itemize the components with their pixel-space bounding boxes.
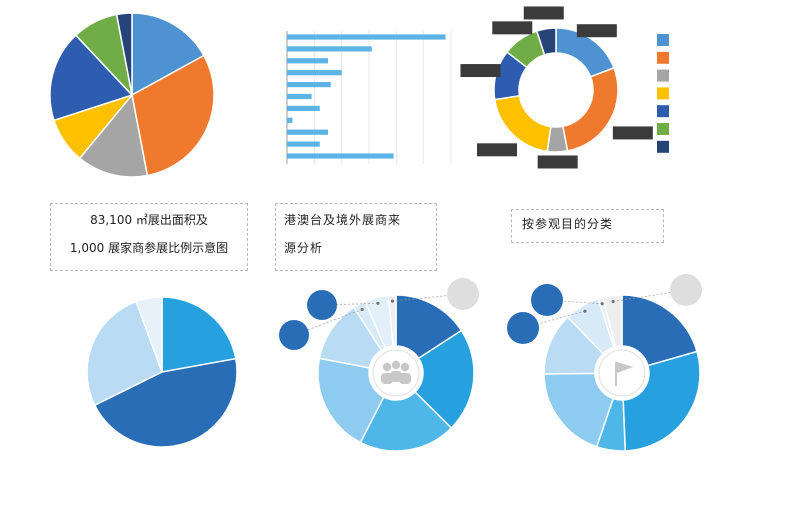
callout-bubble <box>447 278 479 310</box>
callout-bubble <box>531 284 563 316</box>
callout-dot <box>390 299 395 303</box>
repeat-pie-slice <box>161 296 237 373</box>
callout-bubble <box>670 274 702 306</box>
legend-swatch <box>657 34 669 46</box>
bar <box>287 82 331 88</box>
purpose-label-box <box>477 143 518 157</box>
visit-donut-slice <box>622 350 701 452</box>
legend-swatch <box>657 123 669 135</box>
purpose-label-box <box>576 24 617 38</box>
origin-caption-line2: 源分析 <box>284 241 324 255</box>
area-pie-slice <box>78 93 149 178</box>
purpose-label-box <box>460 64 501 78</box>
purpose-donut-slice <box>493 94 552 153</box>
area-pie-slice <box>115 12 133 96</box>
bar <box>287 129 328 135</box>
repeat-pie-slice <box>86 300 163 407</box>
purpose-caption-box: 按参观目的分类 <box>511 209 664 243</box>
job-function-donut-chart <box>279 278 479 452</box>
bar <box>287 93 312 100</box>
bar <box>287 153 394 159</box>
callout-bubble <box>279 320 309 350</box>
area-caption-line2: 1,000 展家商参展比例示意图 <box>69 241 229 255</box>
callout-dot <box>600 302 604 306</box>
visit-purpose-donut-chart <box>507 274 702 452</box>
callout-bubble <box>507 312 539 344</box>
person-head-icon <box>400 362 410 372</box>
purpose-label-box <box>612 126 653 140</box>
bar <box>287 117 293 123</box>
purpose-donut-slice <box>562 66 619 152</box>
visit-donut-slice <box>601 294 623 348</box>
callout-bubble <box>307 290 337 320</box>
callout-dot <box>376 301 380 305</box>
purpose-label-box <box>537 155 578 169</box>
purpose-donut-chart <box>460 6 669 169</box>
purpose-caption: 按参观目的分类 <box>522 217 614 231</box>
visit-donut-slice <box>621 294 698 367</box>
repeat-rate-pie-chart <box>86 296 238 448</box>
area-caption-box: 83,100 ㎡展出面积及 1,000 展家商参展比例示意图 <box>50 203 248 271</box>
repeat-pie-slice <box>93 357 238 448</box>
bar <box>287 105 320 111</box>
legend-swatch <box>657 105 669 118</box>
purpose-label-box <box>523 6 564 20</box>
bar <box>287 70 342 76</box>
callout-dot <box>360 307 364 312</box>
job-donut-slice <box>387 294 397 347</box>
purpose-donut-slice <box>535 27 557 56</box>
person-head-icon <box>382 362 392 372</box>
flag-icon <box>598 349 646 397</box>
purpose-label-box <box>492 21 533 35</box>
area-pie-slice <box>131 54 215 177</box>
legend-swatch <box>657 51 669 64</box>
job-donut-slice <box>414 329 475 430</box>
area-pie-slice <box>131 12 205 97</box>
repeat-pie-slice <box>135 296 163 373</box>
job-donut-slice <box>317 357 385 444</box>
job-donut-slice <box>359 390 453 452</box>
legend-swatch <box>657 140 669 153</box>
callout-line <box>321 302 378 306</box>
legend-swatch <box>657 69 669 82</box>
bar <box>287 141 320 147</box>
area-caption-line1: 83,100 ㎡展出面积及 <box>90 213 208 227</box>
person-body-icon <box>390 371 402 382</box>
callout-dot <box>583 309 587 313</box>
exhibit-area-pie-chart <box>49 12 215 178</box>
bar <box>287 34 446 40</box>
callout-dot <box>611 299 615 304</box>
callout-line <box>546 299 603 305</box>
bar <box>287 58 328 64</box>
origin-bar-chart <box>286 31 452 164</box>
area-pie-slice <box>49 34 134 122</box>
legend-swatch <box>657 87 669 100</box>
origin-caption-line1: 港澳台及境外展商来 <box>284 213 402 227</box>
origin-caption-box: 港澳台及境外展商来 源分析 <box>275 203 437 271</box>
bar <box>287 46 372 52</box>
person-head-icon <box>391 360 401 370</box>
flag-cloth-icon <box>617 362 633 373</box>
visit-donut-slice <box>543 372 615 448</box>
